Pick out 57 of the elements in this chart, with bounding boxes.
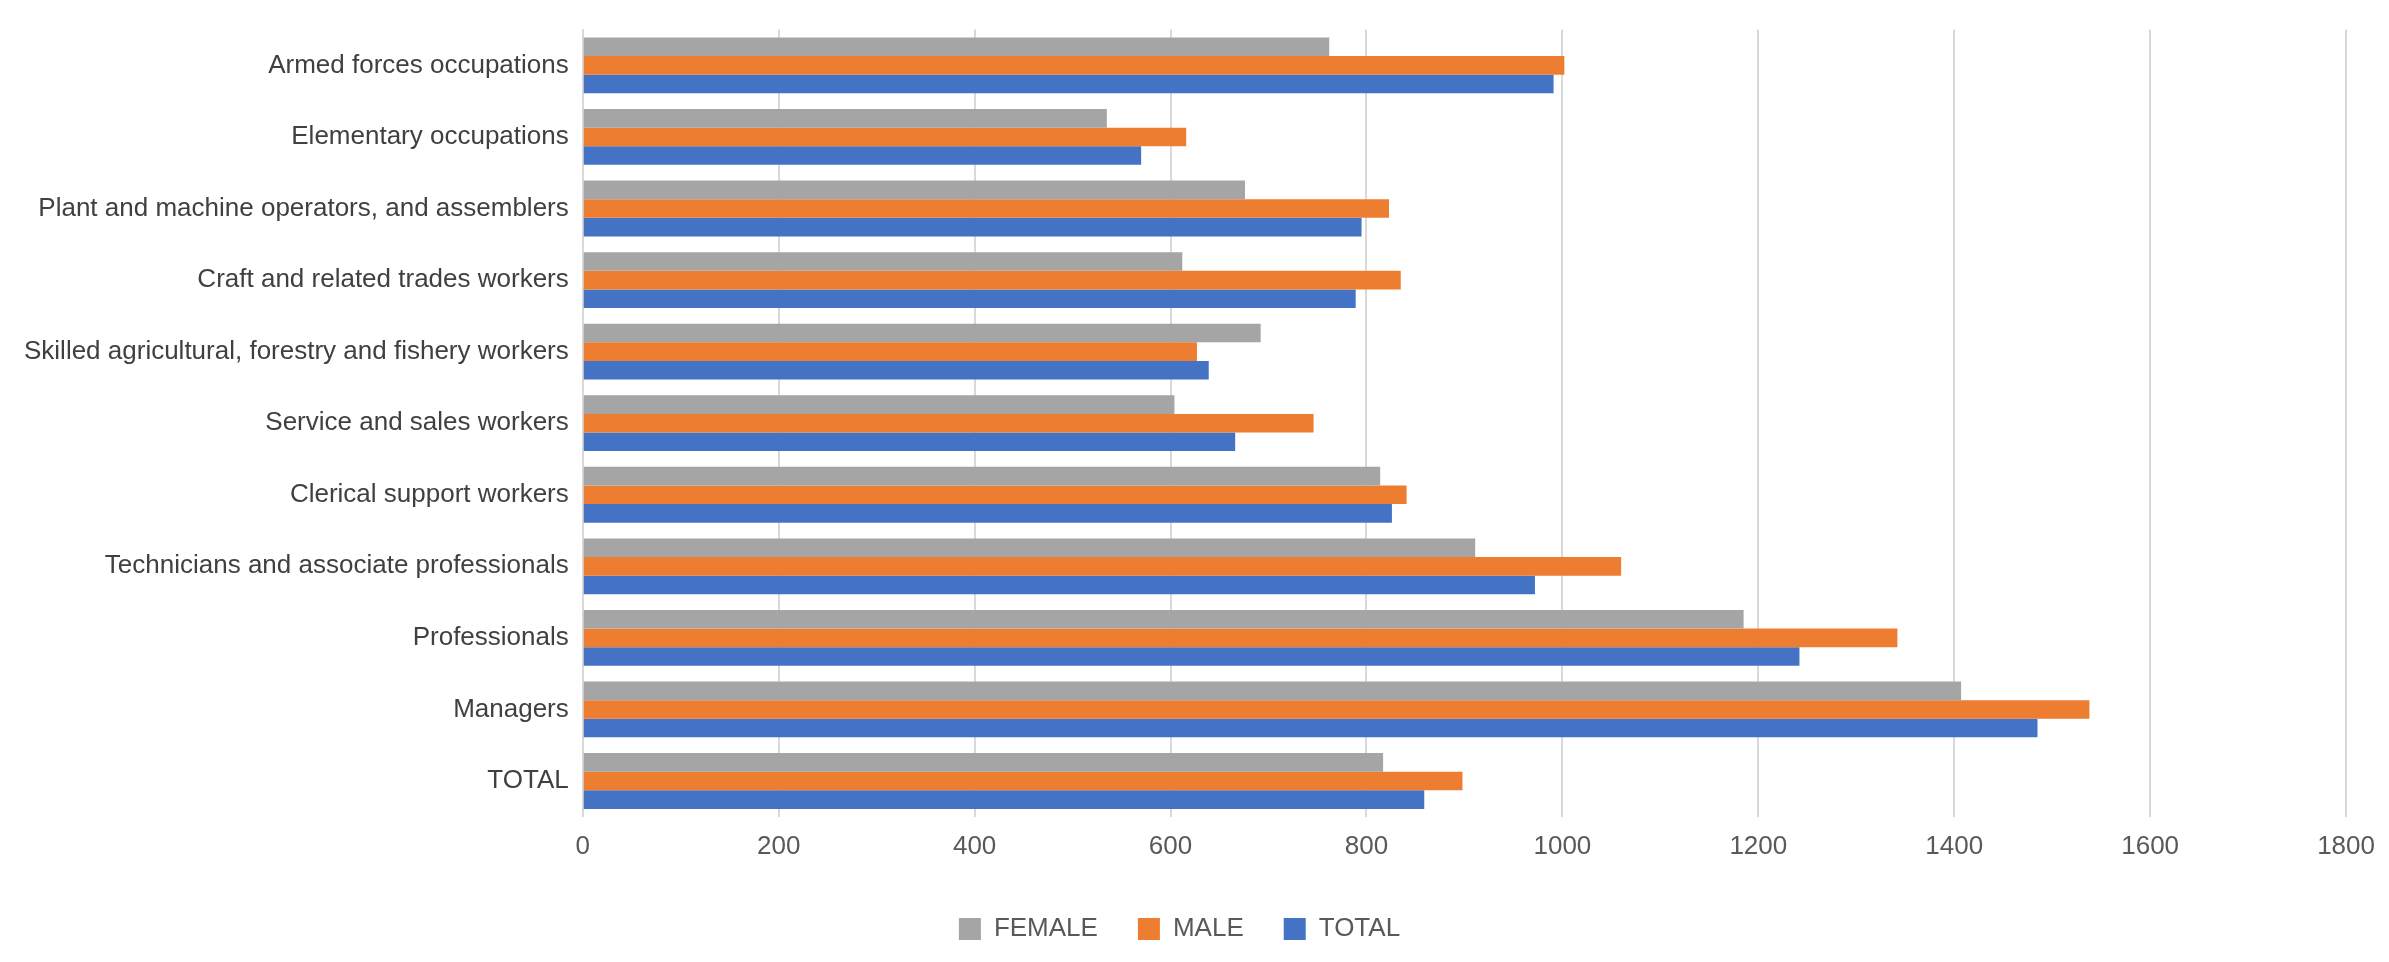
x-tick-label: 1200 [1729,829,1788,860]
bar [583,395,1175,414]
bar [583,628,1898,648]
bar [583,504,1392,523]
x-tick-label: 0 [575,829,590,860]
legend-label: MALE [1172,912,1244,943]
bar [583,360,1209,380]
bar [583,466,1381,486]
y-tick-label: Elementary occupations [291,120,569,151]
bar [583,609,1744,629]
y-tick-label: Professionals [412,621,569,652]
y-tick-label: Technicians and associate professionals [104,549,569,580]
bar [583,700,2090,719]
bar [583,56,1565,75]
bar [583,37,1330,57]
bar [583,74,1554,94]
bar [583,109,1107,128]
y-tick-label: Service and sales workers [265,406,569,437]
legend-label: TOTAL [1318,912,1401,943]
y-tick-label: Clerical support workers [289,477,569,508]
bar [583,146,1142,165]
y-tick-label: Managers [453,692,569,723]
bar [583,323,1261,343]
x-tick-label: 1800 [2317,829,2375,860]
y-tick-label: Armed forces occupations [268,48,569,79]
x-tick-label: 200 [756,829,801,860]
x-tick-label: 800 [1344,829,1389,860]
bar [583,647,1800,666]
bar [583,753,1384,772]
bar [583,790,1425,809]
bar [583,771,1463,791]
bar [583,718,2038,738]
bar [583,538,1476,558]
legend-label: FEMALE [993,912,1098,943]
bar [583,270,1401,290]
y-tick-label: Skilled agricultural, forestry and fishery workers [23,334,569,365]
bar [583,252,1183,271]
x-tick-label: 600 [1148,829,1193,860]
x-tick-label: 1400 [1925,829,1984,860]
bar [583,485,1407,505]
bar [583,289,1356,308]
bar [583,681,1962,701]
bar [583,342,1197,361]
bar [583,432,1236,452]
bar [583,557,1622,576]
y-tick-label: TOTAL [487,764,569,795]
bar [583,180,1245,200]
bar [583,575,1535,595]
bar [583,127,1187,147]
bar [583,413,1314,433]
x-tick-label: 1000 [1533,829,1592,860]
bar [583,217,1362,237]
bar [583,199,1389,218]
x-tick-label: 1600 [2121,829,2180,860]
y-tick-label: Craft and related trades workers [197,263,569,294]
y-tick-label: Plant and machine operators, and assemblers [38,191,569,222]
x-tick-label: 400 [952,829,997,860]
